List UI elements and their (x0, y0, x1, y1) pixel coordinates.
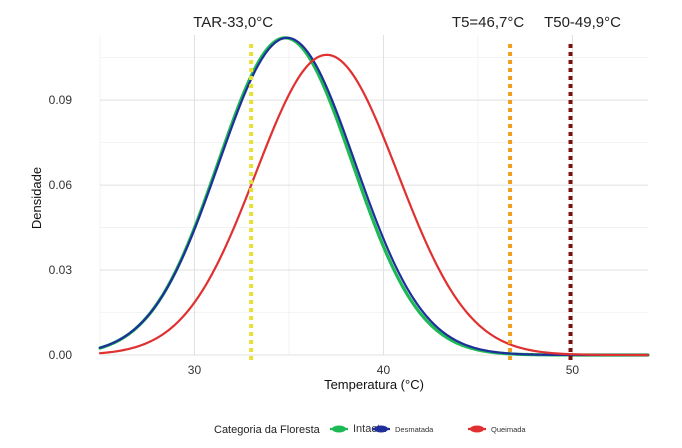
series-line-queimada (98, 53, 650, 357)
y-tick-labels: 0.00 0.03 0.06 0.09 (49, 93, 73, 362)
annotation-t5-46-7-c: T5=46,7°C (452, 14, 524, 31)
y-axis-title: Densidade (29, 167, 44, 229)
legend-key-desmatada (374, 425, 388, 433)
y-tick-label: 0.00 (49, 348, 73, 362)
reference-lines: TAR-33,0°C T5=46,7°C T50-49,9°C (193, 14, 621, 362)
series-line-desmatada (98, 36, 650, 357)
x-tick-label: 40 (377, 363, 391, 377)
legend-title: Categoria da Floresta (214, 424, 321, 436)
legend: Categoria da Floresta Intacta Desmatada Qu… (214, 423, 526, 436)
annotation-t50-49-9-c: T50-49,9°C (544, 14, 621, 31)
legend-label-queimada: Queimada (491, 425, 526, 434)
x-tick-labels: 30 40 50 (188, 363, 580, 377)
y-tick-label: 0.09 (49, 93, 73, 107)
x-axis-title: Temperatura (°C) (324, 377, 424, 392)
y-tick-label: 0.03 (49, 263, 73, 277)
density-curves (98, 36, 650, 357)
y-tick-label: 0.06 (49, 178, 73, 192)
legend-label-desmatada: Desmatada (395, 425, 434, 434)
panel-background (100, 35, 648, 355)
x-tick-label: 30 (188, 363, 202, 377)
legend-key-intacta (332, 425, 346, 433)
annotation-tar-33-0-c: TAR-33,0°C (193, 14, 273, 31)
legend-key-queimada (470, 425, 484, 433)
x-tick-label: 50 (566, 363, 580, 377)
